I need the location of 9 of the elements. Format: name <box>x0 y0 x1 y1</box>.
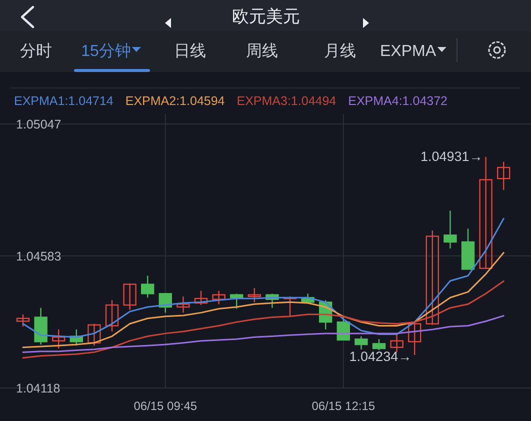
annotation: 1.04931→ <box>420 148 483 164</box>
annotation: 月线 <box>324 43 356 60</box>
annotation: 日线 <box>174 43 206 60</box>
annotation: 周线 <box>246 43 278 60</box>
annotation: 15分钟 <box>81 43 131 60</box>
annotation: 分时 <box>20 43 52 60</box>
annotation: 1.04234→ <box>349 349 412 364</box>
annotation: EXPMA <box>380 43 436 60</box>
title: 欧元美元 <box>232 7 300 26</box>
